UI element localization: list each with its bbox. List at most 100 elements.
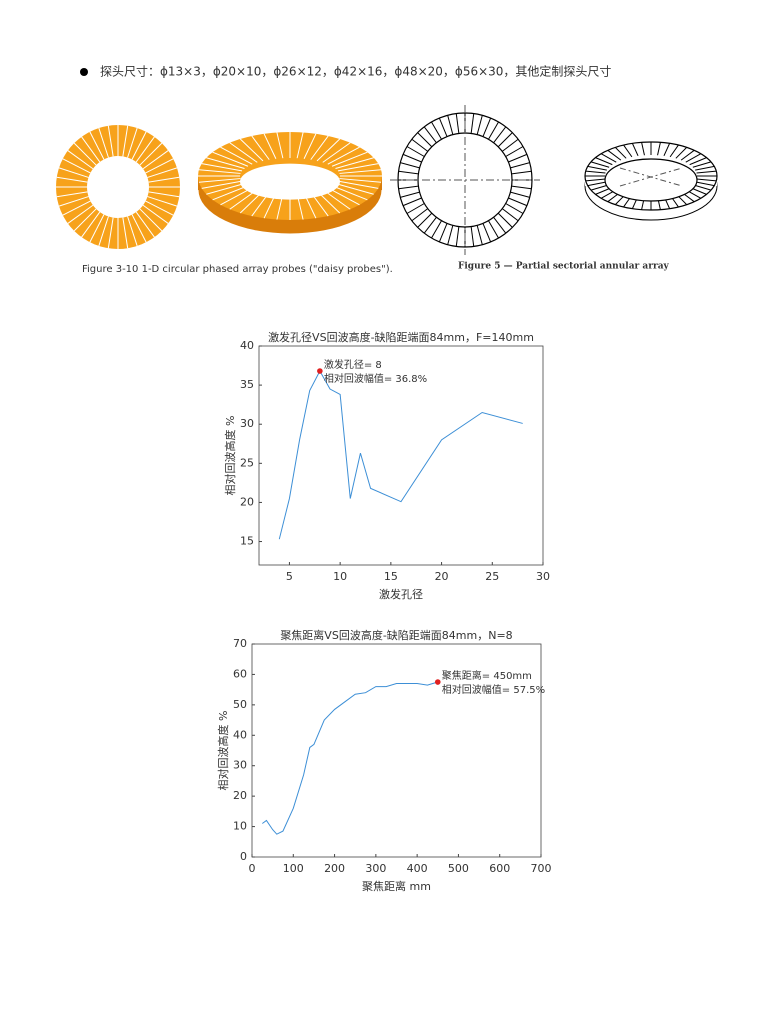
x-tick-label: 0 [249,862,256,875]
ring-segment [127,127,138,158]
ring-segment [337,163,379,172]
ring-segment [511,185,532,190]
ring-segment [148,176,180,183]
ring-segment [431,121,442,140]
figure-caption: Figure 5 — Partial sectorial annular arr… [458,262,670,272]
figure-caption: Figure 3-10 1-D circular phased array pr… [82,264,393,275]
bullet-dot [80,68,88,76]
y-tick-label: 40 [233,728,247,741]
ring-segment [276,132,284,159]
chart-title: 激发孔径VS回波高度-缺陷距端面84mm，F=140mm [268,330,534,344]
ring-segment [201,163,243,172]
y-tick-label: 10 [233,820,247,833]
x-tick-label: 400 [407,862,428,875]
ring-segment [455,113,460,134]
ring-segment [212,185,249,201]
ring-segment [310,135,329,160]
ring-segment [510,191,530,198]
ring-segment [497,212,513,228]
ring-segment [488,220,499,239]
ring-segment [98,127,109,158]
ring-segment [145,158,174,174]
ring-segment [135,211,155,238]
ring-segment [148,191,180,198]
x-tick-label: 200 [324,862,345,875]
ring-segment [402,153,422,163]
ring-segment [455,226,460,247]
annotation-point [434,679,441,685]
ring-segment [251,135,270,160]
y-tick-label: 35 [240,378,254,391]
ring-segment [400,191,420,198]
x-tick-label: 300 [365,862,386,875]
ring-segment [493,126,507,144]
ring-segment [62,158,91,174]
ring-segment [296,132,304,159]
ring-segment [73,208,97,232]
ring-segment [669,144,679,158]
ring-segment [335,157,374,170]
ring-segment [505,146,524,157]
ring-segment [438,117,448,137]
x-tick-label: 5 [286,570,293,583]
ring-segment [398,170,419,175]
ring-segment [56,176,88,183]
x-tick-label: 500 [448,862,469,875]
center-line [619,167,683,187]
ring-segment [680,149,695,161]
x-tick-label: 25 [485,570,499,583]
x-axis-label: 聚焦距离 mm [362,879,431,893]
ring-segment [493,216,507,234]
ring-segment [107,125,114,157]
y-tick-label: 50 [233,698,247,711]
ring-segment [220,146,253,165]
y-axis-label: 相对回波高度 % [223,416,237,496]
x-axis-label: 激发孔径 [379,587,423,601]
ring-inner [87,156,149,218]
ring-segment [508,153,528,163]
ring-segment [685,153,702,163]
ring-segment [510,162,530,169]
ring-segment [411,208,429,222]
ring-segment [135,136,155,163]
ring-segment [303,133,317,159]
x-tick-label: 30 [536,570,550,583]
ring-segment [623,144,633,158]
ring-segment [476,115,483,135]
data-line [262,681,438,835]
ring-segment [505,203,524,214]
ring-segment [229,142,258,163]
ring-segment [127,216,138,247]
ring-segment [400,162,420,169]
ring-segment [335,182,374,195]
ring-segment [641,142,645,156]
annotation-text: 聚焦距离= 450mm [442,669,532,682]
ring-segment [201,180,243,189]
ring-segment [447,115,454,135]
probe-illustrations [56,105,718,255]
ring-segment [142,150,169,170]
ring-segment [139,142,163,166]
ring-segment [657,142,661,156]
ring-segment [89,131,105,160]
ring-segment [398,185,419,190]
annotation-text: 激发孔径= 8 [324,358,382,371]
ring-segment [607,149,622,161]
y-tick-label: 60 [233,667,247,680]
ring-segment [423,216,437,234]
ring-segment [689,157,707,166]
ring-segment [339,178,382,183]
ring-segment [406,146,425,157]
ring-segment [131,214,147,243]
ring-segment [239,138,264,162]
ring-segment [497,132,513,148]
ring-segment [402,197,422,207]
ring-segment [482,223,492,243]
ring-segment [58,196,89,207]
ring-segment [587,165,607,171]
ring-segment [501,138,519,152]
ring-segment [423,126,437,144]
ring-segment [501,208,519,222]
ring-segment [585,178,606,182]
